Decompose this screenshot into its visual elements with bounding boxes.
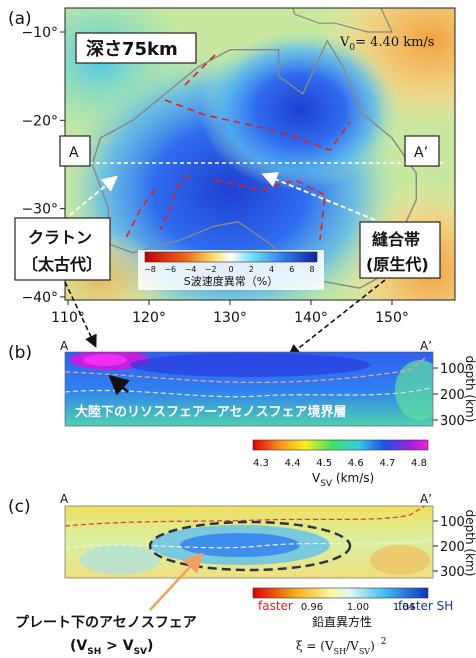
section-start: A bbox=[69, 145, 79, 161]
depth-axis-label: depth (km) bbox=[463, 356, 476, 423]
craton-age: 〔太古代〕 bbox=[22, 255, 102, 274]
depth-label: 深さ75km bbox=[86, 38, 178, 60]
depth-tick-label: 300 bbox=[440, 565, 465, 580]
section-end: A’ bbox=[420, 492, 432, 506]
panel-label: (c) bbox=[8, 497, 31, 517]
text-part: = 4.40 km/s bbox=[355, 35, 434, 50]
colorbar-b bbox=[253, 440, 428, 450]
depth-tick-label: 100 bbox=[440, 515, 465, 530]
figure: (a) 深さ75km V0= 4.40 km/s A A’ S波速度異常（%） … bbox=[0, 0, 476, 658]
colorbar-tick-label: 4.4 bbox=[285, 458, 301, 469]
text-part: SH bbox=[334, 647, 346, 656]
section-end: A’ bbox=[414, 145, 428, 161]
y-tick-label: −20° bbox=[21, 113, 58, 129]
colorbar-tick-label: 1.04 bbox=[393, 602, 415, 613]
craton-label: クラトン bbox=[28, 228, 92, 247]
lab-annotation: 大陸下のリソスフェアーアセノスフェア境界層 bbox=[75, 404, 346, 420]
colorbar-tick-label: 4 bbox=[269, 265, 274, 274]
shape bbox=[370, 545, 430, 575]
colorbar-c bbox=[253, 588, 428, 598]
x-tick-label: 150° bbox=[375, 310, 409, 326]
colorbar-tick-label: 4.5 bbox=[316, 458, 332, 469]
depth-tick-label: 100 bbox=[440, 362, 465, 377]
colorbar-tick-label: 0 bbox=[228, 265, 233, 274]
colorbar-tick-label: 1.00 bbox=[347, 602, 369, 613]
shape bbox=[130, 353, 370, 377]
colorbar-tick-label: −4 bbox=[185, 265, 197, 274]
suture-age: (原生代) bbox=[366, 255, 429, 274]
asthenosphere-label: プレート下のアセノスフェア bbox=[15, 615, 197, 631]
x-tick-label: 140° bbox=[294, 310, 328, 326]
shape bbox=[200, 30, 400, 190]
text-part: > V bbox=[101, 638, 133, 654]
y-tick-label: −10° bbox=[21, 25, 58, 41]
shape bbox=[80, 545, 160, 575]
section-end: A’ bbox=[420, 339, 432, 353]
text-part: (V bbox=[70, 638, 87, 654]
colorbar-tick-label: 6 bbox=[289, 265, 294, 274]
panel-label: (b) bbox=[8, 343, 32, 363]
depth-tick-label: 200 bbox=[440, 388, 465, 403]
depth-tick-label: 300 bbox=[440, 414, 465, 429]
colorbar-tick-label: −6 bbox=[164, 265, 176, 274]
text-part: ) bbox=[370, 639, 375, 653]
text-part: ) bbox=[147, 638, 153, 654]
y-tick-label: −30° bbox=[21, 202, 58, 218]
section-start: A bbox=[60, 339, 69, 353]
colorbar-label: S波速度異常（%） bbox=[184, 274, 278, 288]
colorbar-tick-label: −8 bbox=[144, 265, 156, 274]
x-tick-label: 130° bbox=[213, 310, 247, 326]
text-part: /V bbox=[346, 639, 359, 653]
text-part: V bbox=[339, 35, 350, 50]
anisotropy-formula: ξ = (VSH/VSV) 2 bbox=[296, 637, 387, 656]
colorbar-left-end: faster bbox=[258, 599, 293, 613]
asthenosphere-condition: (VSH > VSV) bbox=[70, 638, 153, 657]
text-part: SV bbox=[134, 647, 147, 657]
colorbar-tick-label: 2 bbox=[249, 265, 254, 274]
text-part: 2 bbox=[381, 637, 387, 647]
text-part: (km/s) bbox=[332, 471, 374, 485]
colorbar-tick-label: 4.8 bbox=[411, 458, 427, 469]
section-start: A bbox=[60, 492, 69, 506]
suture-label: 縫合帯 bbox=[371, 230, 420, 249]
colorbar-tick-label: 4.6 bbox=[348, 458, 364, 469]
colorbar-tick-label: 4.3 bbox=[253, 458, 269, 469]
colorbar-tick-label: 0.96 bbox=[301, 602, 323, 613]
depth-tick-label: 200 bbox=[440, 540, 465, 555]
colorbar-title: 鉛直異方性 bbox=[312, 614, 372, 629]
colorbar-label: VSV (km/s) bbox=[312, 471, 374, 489]
text-part: SH bbox=[87, 647, 101, 657]
x-tick-label: 120° bbox=[132, 310, 166, 326]
colorbar-tick-label: −2 bbox=[205, 265, 217, 274]
shape bbox=[83, 354, 127, 366]
text-part: ξ = (V bbox=[296, 639, 334, 653]
text-part: SV bbox=[359, 647, 370, 656]
y-tick-label: −40° bbox=[21, 290, 58, 306]
depth-axis-label: depth (km) bbox=[463, 510, 476, 577]
colorbar-tick-label: 4.7 bbox=[379, 458, 395, 469]
text-part: SV bbox=[320, 479, 333, 489]
section-c bbox=[65, 506, 433, 578]
x-tick-label: 110° bbox=[51, 310, 85, 326]
shape bbox=[180, 533, 300, 557]
colorbar-tick-label: 8 bbox=[309, 265, 314, 274]
colorbar-a bbox=[145, 252, 317, 262]
